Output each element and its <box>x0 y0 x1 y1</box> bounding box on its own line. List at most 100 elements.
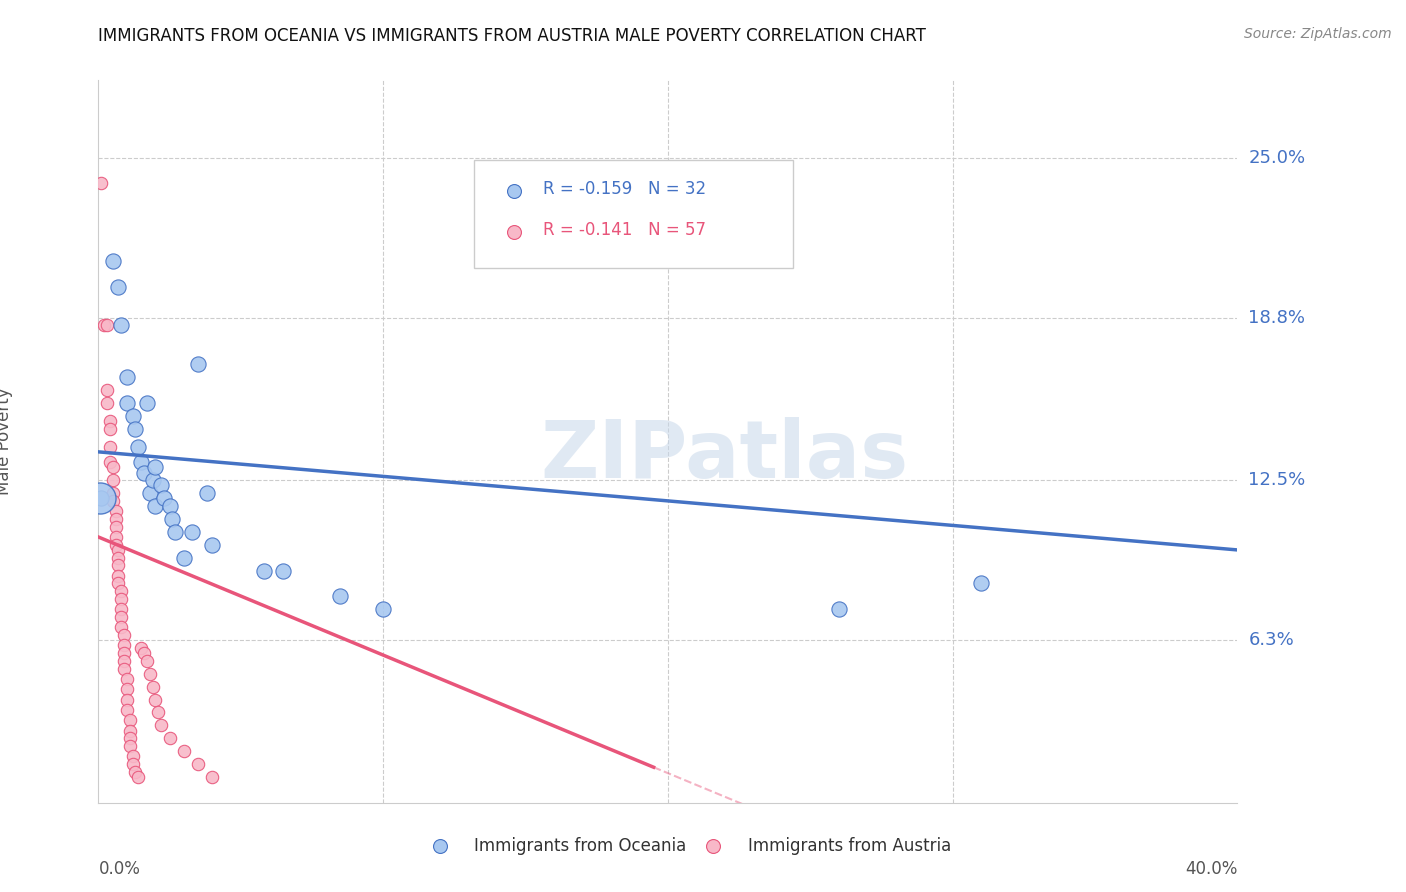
Point <box>121 749 143 764</box>
Point <box>970 576 993 591</box>
Point <box>115 370 138 384</box>
Point <box>118 713 141 727</box>
Point <box>110 591 132 606</box>
Point <box>112 646 135 660</box>
Point <box>121 757 143 772</box>
Point <box>98 414 121 428</box>
Text: R = -0.159   N = 32: R = -0.159 N = 32 <box>543 179 706 198</box>
Point <box>135 654 157 668</box>
Point <box>112 628 135 642</box>
Point <box>115 672 138 686</box>
Point <box>104 530 127 544</box>
Text: Immigrants from Oceania: Immigrants from Oceania <box>474 838 686 855</box>
Point <box>201 770 224 784</box>
Point <box>135 396 157 410</box>
Point <box>201 538 224 552</box>
Point <box>145 692 167 706</box>
Point <box>98 440 121 454</box>
Point <box>115 692 138 706</box>
Point <box>101 460 124 475</box>
Point <box>90 177 112 191</box>
Point <box>150 478 173 492</box>
Point <box>828 602 851 616</box>
Point <box>107 568 129 582</box>
Text: 25.0%: 25.0% <box>1249 149 1306 167</box>
Point <box>129 455 152 469</box>
Point <box>173 744 195 758</box>
Point <box>162 512 184 526</box>
Point <box>159 499 181 513</box>
Point <box>118 723 141 738</box>
Point <box>173 550 195 565</box>
Point <box>110 602 132 616</box>
Point <box>187 357 209 371</box>
Point <box>252 564 274 578</box>
Text: ZIPatlas: ZIPatlas <box>541 417 908 495</box>
Point <box>145 499 167 513</box>
Point <box>148 706 170 720</box>
Point <box>145 460 167 475</box>
Point <box>118 731 141 746</box>
Point <box>187 757 209 772</box>
FancyBboxPatch shape <box>474 160 793 268</box>
Point <box>127 770 149 784</box>
Point <box>329 590 352 604</box>
Point <box>153 491 176 506</box>
Point <box>101 473 124 487</box>
Point <box>107 558 129 573</box>
Point <box>104 512 127 526</box>
Point <box>104 519 127 533</box>
Text: R = -0.141   N = 57: R = -0.141 N = 57 <box>543 221 706 239</box>
Point <box>121 409 143 423</box>
Point <box>159 731 181 746</box>
Point <box>101 494 124 508</box>
Point <box>101 254 124 268</box>
Point <box>96 383 118 397</box>
Point <box>112 654 135 668</box>
Text: Immigrants from Austria: Immigrants from Austria <box>748 838 950 855</box>
Point <box>107 550 129 565</box>
Point <box>90 491 112 506</box>
Point <box>195 486 218 500</box>
Text: 6.3%: 6.3% <box>1249 632 1294 649</box>
Point <box>165 524 187 539</box>
Point <box>124 422 146 436</box>
Point <box>132 466 155 480</box>
Point <box>89 491 111 506</box>
Point <box>115 682 138 697</box>
Point <box>112 662 135 676</box>
Point <box>129 640 152 655</box>
Point <box>107 542 129 557</box>
Point <box>104 504 127 518</box>
Point <box>110 610 132 624</box>
Point <box>112 639 135 653</box>
Point <box>110 584 132 599</box>
Point <box>96 318 118 333</box>
Point <box>132 646 155 660</box>
Point <box>138 486 160 500</box>
Point <box>273 564 295 578</box>
Point <box>127 440 149 454</box>
Point <box>93 318 115 333</box>
Point <box>110 620 132 634</box>
Point <box>107 576 129 591</box>
Point <box>124 764 146 779</box>
Point <box>181 524 204 539</box>
Point <box>115 396 138 410</box>
Text: 18.8%: 18.8% <box>1249 309 1305 326</box>
Point <box>110 318 132 333</box>
Text: Male Poverty: Male Poverty <box>0 388 13 495</box>
Text: Source: ZipAtlas.com: Source: ZipAtlas.com <box>1244 27 1392 41</box>
Text: 0.0%: 0.0% <box>98 860 141 878</box>
Text: 40.0%: 40.0% <box>1185 860 1237 878</box>
Point <box>138 666 160 681</box>
Point <box>141 473 163 487</box>
Point <box>104 538 127 552</box>
Point <box>107 279 129 293</box>
Point <box>96 396 118 410</box>
Point <box>118 739 141 753</box>
Point <box>98 455 121 469</box>
Point <box>373 602 395 616</box>
Point <box>101 486 124 500</box>
Point <box>98 422 121 436</box>
